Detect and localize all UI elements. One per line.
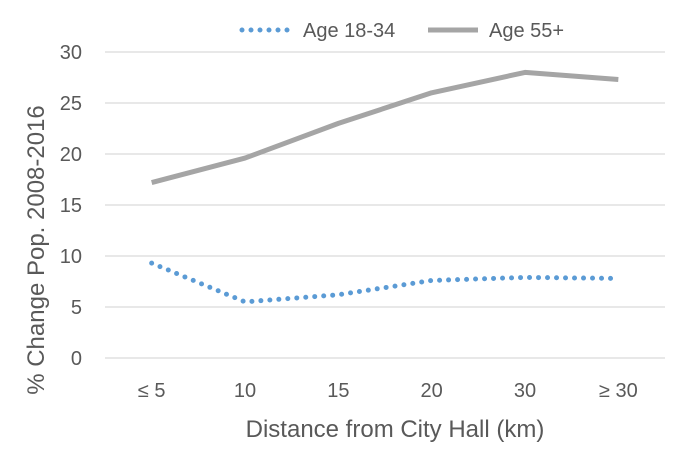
series-line-0: [149, 260, 621, 305]
y-tick-label: 20: [60, 144, 82, 166]
legend-label: Age 18-34: [303, 20, 395, 42]
x-axis-ticks: ≤ 5 10 15 20 30 ≥ 30: [138, 380, 638, 402]
y-tick-label: 5: [71, 297, 82, 319]
y-axis-title: % Change Pop. 2008-2016: [23, 105, 50, 395]
y-tick-label: 15: [60, 195, 82, 217]
gridlines: [105, 51, 665, 359]
x-tick-label: ≤ 5: [138, 380, 166, 402]
series-line-1: [151, 69, 619, 185]
y-tick-label: 0: [71, 348, 82, 370]
legend: Age 18-34 Age 55+: [239, 20, 564, 42]
x-tick-label: 15: [327, 380, 349, 402]
y-tick-label: 30: [60, 42, 82, 64]
y-tick-label: 10: [60, 246, 82, 268]
legend-label: Age 55+: [489, 20, 564, 42]
x-tick-label: 10: [234, 380, 256, 402]
x-tick-label: ≥ 30: [599, 380, 638, 402]
x-tick-label: 20: [421, 380, 443, 402]
series-layer: [149, 69, 621, 305]
y-tick-label: 25: [60, 93, 82, 115]
x-tick-label: 30: [514, 380, 536, 402]
x-axis-title: Distance from City Hall (km): [246, 416, 545, 443]
y-axis-ticks: 0 5 10 15 20 25 30: [60, 42, 82, 370]
